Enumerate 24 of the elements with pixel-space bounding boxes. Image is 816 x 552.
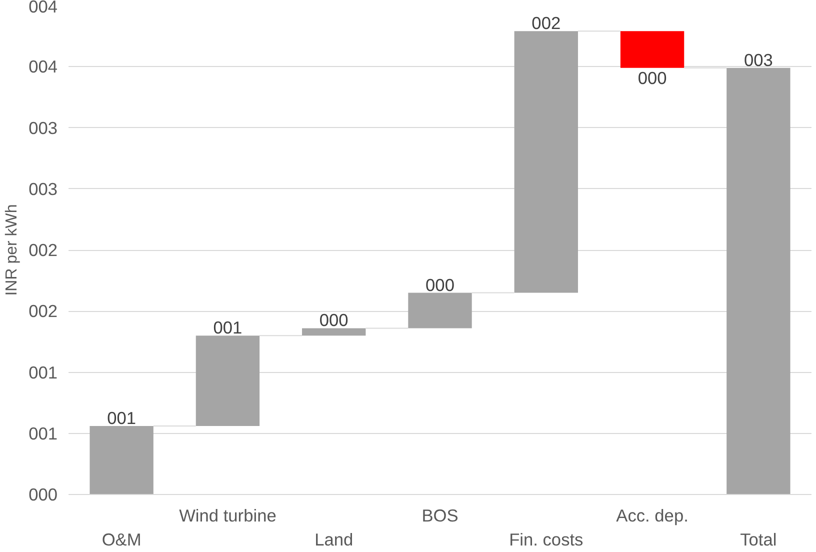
y-tick-label: 000 (28, 484, 58, 504)
data-label: 000 (638, 68, 667, 88)
data-label: 000 (426, 274, 454, 295)
x-tick-label: O&M (102, 530, 142, 550)
y-tick-label: 003 (28, 178, 58, 199)
x-tick-label: Total (740, 530, 777, 550)
data-label: 001 (107, 408, 136, 428)
x-tick-label: Land (314, 530, 354, 550)
y-tick-label: 001 (28, 362, 58, 382)
data-label: 000 (319, 310, 348, 330)
x-tick-label: BOS (422, 506, 458, 526)
y-axis-title: INR per kWh (4, 204, 21, 296)
data-label: 003 (744, 50, 773, 70)
y-tick-label: 002 (28, 240, 58, 260)
y-tick-label: 004 (28, 56, 58, 77)
x-tick-label: Fin. costs (509, 530, 584, 550)
y-tick-label: 004 (28, 0, 58, 16)
y-tick-label: 001 (28, 423, 58, 444)
x-tick-label: Wind turbine (179, 506, 276, 526)
data-label: 002 (532, 13, 561, 34)
data-label: 001 (213, 318, 242, 338)
y-tick-label: 003 (28, 118, 58, 138)
y-tick-label: 002 (28, 301, 58, 322)
x-tick-label: Acc. dep. (616, 506, 688, 526)
